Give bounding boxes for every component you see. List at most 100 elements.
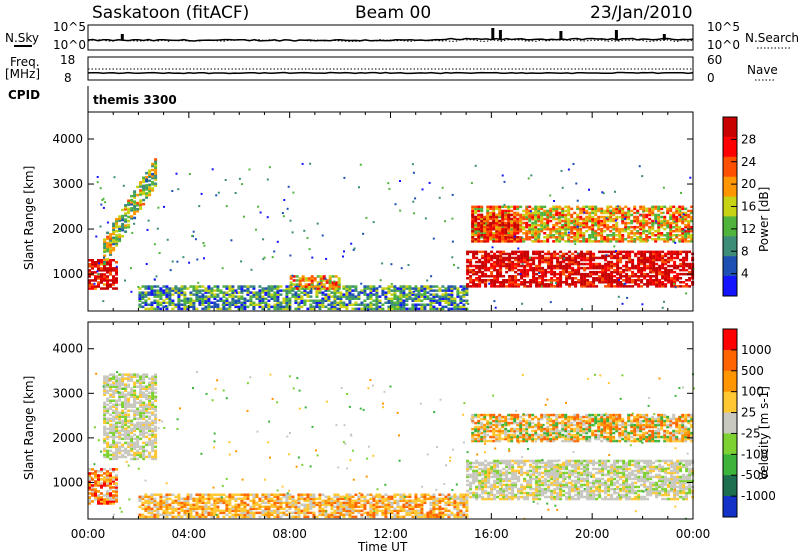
heatmap-cell	[556, 279, 560, 282]
heatmap-cell	[690, 205, 694, 209]
heatmap-cell	[516, 205, 520, 209]
heatmap-cell	[142, 188, 146, 192]
heatmap-cell	[97, 474, 100, 477]
heatmap-cell	[252, 295, 256, 298]
heatmap-cell	[447, 301, 451, 304]
heatmap-cell	[118, 419, 122, 423]
heatmap-cell	[451, 193, 454, 196]
heatmap-cell	[342, 285, 346, 288]
heatmap-cell	[607, 266, 611, 270]
heatmap-cell	[351, 285, 355, 288]
heatmap-cell	[118, 433, 122, 437]
heatmap-cell	[498, 227, 502, 231]
heatmap-cell	[103, 413, 107, 416]
heatmap-cell	[159, 501, 163, 505]
heatmap-cell	[546, 221, 550, 225]
heatmap-cell	[348, 291, 352, 294]
heatmap-cell	[616, 262, 620, 266]
heatmap-cell	[679, 216, 682, 218]
heatmap-cell	[319, 281, 323, 284]
heatmap-cell	[109, 453, 113, 457]
heatmap-cell	[648, 225, 652, 229]
heatmap-cell	[564, 205, 568, 209]
heatmap-cell	[669, 227, 673, 231]
heatmap-cell	[162, 495, 166, 499]
heatmap-cell	[634, 279, 638, 282]
heatmap-cell	[213, 497, 217, 501]
heatmap-cell	[575, 182, 578, 185]
heatmap-cell	[529, 281, 533, 284]
heatmap-cell	[612, 209, 616, 213]
heatmap-cell	[517, 258, 521, 262]
heatmap-cell	[577, 266, 581, 270]
heatmap-cell	[487, 260, 491, 264]
heatmap-cell	[514, 266, 518, 270]
heatmap-cell	[429, 285, 433, 288]
heatmap-cell	[310, 275, 314, 278]
heatmap-cell	[195, 295, 199, 298]
heatmap-cell	[681, 234, 685, 237]
heatmap-cell	[477, 221, 481, 225]
heatmap-cell	[298, 287, 302, 290]
heatmap-cell	[499, 275, 503, 278]
heatmap-cell	[567, 227, 571, 231]
heatmap-cell	[514, 279, 518, 282]
heatmap-cell	[151, 187, 155, 190]
heatmap-cell	[136, 411, 140, 414]
heatmap-cell	[582, 223, 586, 227]
heatmap-cell	[531, 229, 535, 233]
heatmap-cell	[642, 210, 645, 213]
heatmap-cell	[664, 277, 668, 280]
heatmap-cell	[234, 497, 238, 501]
heatmap-cell	[109, 267, 112, 270]
heatmap-cell	[580, 283, 584, 286]
heatmap-cell	[387, 182, 390, 185]
heatmap-cell	[624, 217, 627, 220]
heatmap-cell	[142, 413, 146, 416]
heatmap-cell	[115, 385, 119, 388]
heatmap-cell	[493, 268, 497, 272]
heatmap-cell	[484, 252, 488, 256]
heatmap-cell	[652, 279, 656, 282]
heatmap-cell	[285, 289, 289, 292]
heatmap-cell	[669, 229, 673, 233]
heatmap-cell	[618, 209, 622, 213]
nsky-spike	[614, 30, 618, 40]
heatmap-cell	[606, 234, 610, 237]
heatmap-cell	[234, 303, 238, 306]
heatmap-cell	[541, 258, 545, 262]
heatmap-cell	[567, 219, 571, 223]
heatmap-cell	[354, 297, 358, 300]
heatmap-cell	[141, 513, 145, 517]
heatmap-cell	[145, 421, 149, 425]
heatmap-cell	[516, 217, 520, 221]
heatmap-cell	[266, 216, 269, 219]
heatmap-cell	[222, 307, 226, 311]
heatmap-cell	[297, 513, 301, 517]
heatmap-cell	[550, 262, 554, 266]
heatmap-cell	[627, 221, 631, 225]
heatmap-cell	[141, 515, 145, 519]
heatmap-cell	[124, 401, 128, 404]
beam-title: Beam 00	[355, 3, 431, 23]
heatmap-cell	[504, 227, 508, 231]
heatmap-cell	[225, 507, 229, 511]
heatmap-cell	[124, 411, 128, 414]
heatmap-cell	[447, 293, 451, 296]
heatmap-cell	[627, 227, 631, 231]
heatmap-cell	[165, 505, 169, 509]
heatmap-cell	[276, 511, 280, 515]
heatmap-cell	[154, 381, 158, 384]
heatmap-cell	[658, 283, 662, 286]
heatmap-cell	[144, 285, 148, 288]
heatmap-cell	[534, 240, 538, 243]
heatmap-cell	[652, 258, 656, 262]
heatmap-cell	[561, 234, 565, 237]
heatmap-cell	[399, 289, 403, 292]
heatmap-cell	[309, 162, 312, 165]
heatmap-cell	[606, 223, 610, 227]
heatmap-cell	[258, 503, 262, 507]
heatmap-cell	[523, 268, 527, 272]
heatmap-cell	[300, 305, 304, 309]
heatmap-cell	[186, 307, 190, 311]
